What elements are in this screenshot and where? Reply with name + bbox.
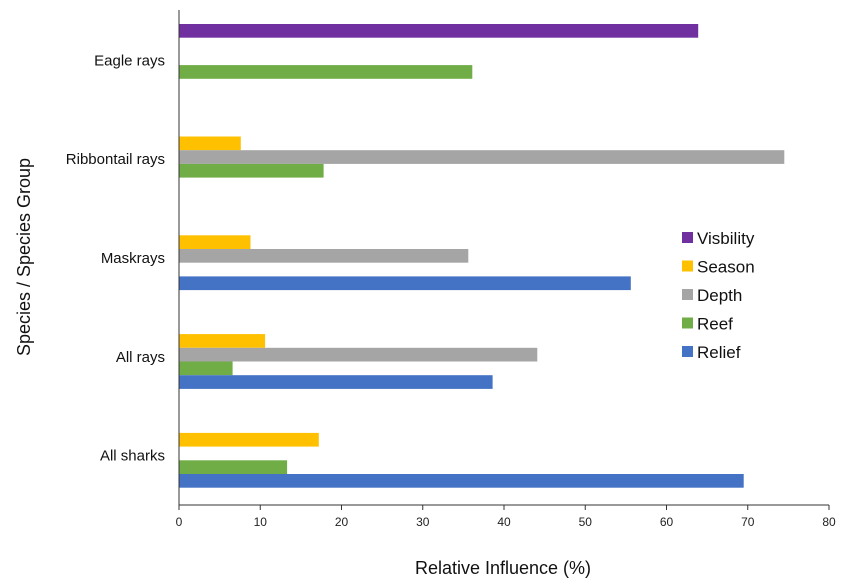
bar-maskrays-depth [179,249,469,263]
x-tick-label: 20 [335,515,349,529]
legend-label-visbility: Visbility [697,229,755,248]
bar-all-sharks-reef [179,460,288,474]
category-label-all-sharks: All sharks [100,448,165,465]
category-label-ribbontail-rays: Ribbontail rays [66,151,165,168]
bar-ribbontail-rays-reef [179,163,324,178]
bar-all-sharks-relief [179,474,744,488]
category-label-all-rays: All rays [116,349,165,366]
x-tick-label: 70 [741,515,755,529]
bars [179,24,785,488]
bar-eagle-rays-visbility [179,24,699,38]
bar-eagle-rays-reef [179,65,473,79]
legend-label-reef: Reef [697,315,733,334]
bar-maskrays-season [179,235,251,249]
bar-all-rays-season [179,334,266,348]
bar-ribbontail-rays-season [179,136,241,151]
category-label-eagle-rays: Eagle rays [94,52,165,69]
y-axis-title: Species / Species Group [14,158,34,356]
x-tick-label: 10 [254,515,268,529]
bar-maskrays-relief [179,276,631,291]
legend-swatch-relief [682,346,693,357]
bar-all-rays-relief [179,375,493,389]
legend-swatch-visbility [682,232,693,243]
x-tick-label: 60 [660,515,674,529]
legend: Visbility Season Depth Reef Relief [682,229,755,362]
legend-swatch-depth [682,289,693,300]
legend-swatch-season [682,260,693,272]
x-tick-label: 0 [176,515,183,529]
bar-all-rays-depth [179,347,538,362]
category-label-maskrays: Maskrays [101,250,165,267]
bar-all-sharks-season [179,432,319,447]
bar-ribbontail-rays-depth [179,150,785,164]
x-tick-label: 50 [579,515,593,529]
x-axis-ticks: 0 10 20 30 40 50 60 70 80 [176,505,836,529]
x-tick-label: 40 [497,515,511,529]
x-axis-title: Relative Influence (%) [415,558,591,578]
legend-label-season: Season [697,258,755,277]
x-tick-label: 80 [822,515,836,529]
x-tick-label: 30 [416,515,430,529]
legend-swatch-reef [682,317,693,329]
legend-label-relief: Relief [697,343,741,362]
bar-all-rays-reef [179,361,233,376]
legend-label-depth: Depth [697,286,742,305]
y-axis-category-labels: Eagle rays Ribbontail rays Maskrays All ray… [66,52,165,464]
